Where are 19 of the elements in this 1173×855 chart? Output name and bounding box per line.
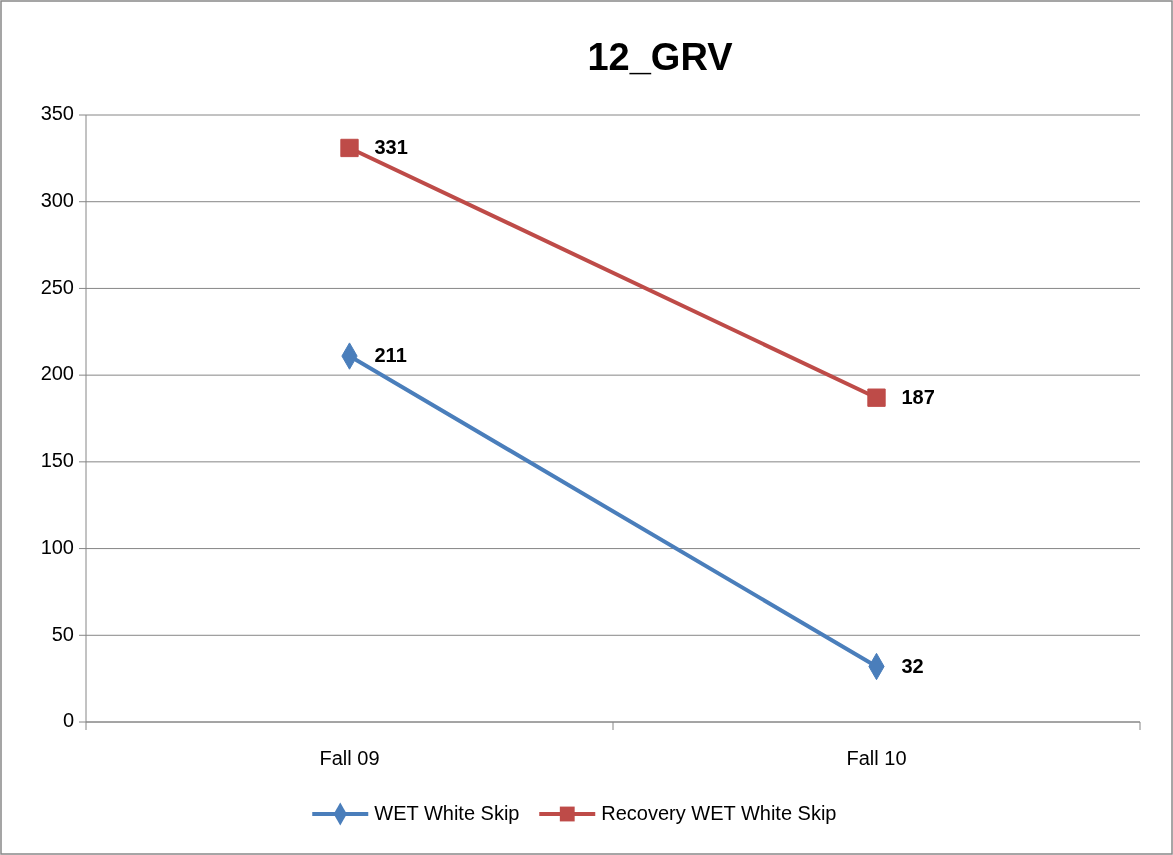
y-tick-label: 150 [40, 449, 74, 472]
x-tick-label: Fall 10 [846, 747, 907, 770]
chart-title: 12_GRV [587, 36, 734, 78]
y-tick-label: 300 [40, 189, 74, 211]
point [340, 138, 359, 158]
y-tick-label: 0 [62, 709, 74, 732]
legend-label: WET White Skip [374, 802, 520, 825]
y-tick-label: 350 [40, 102, 74, 125]
y-tick-label: 200 [40, 362, 74, 385]
point [867, 388, 886, 407]
y-tick-label: 100 [40, 535, 74, 558]
legend-label: Recovery WET White Skip [601, 802, 837, 825]
y-tick-label: 250 [40, 275, 74, 298]
data-label: 187 [901, 385, 935, 408]
data-label: 331 [374, 136, 408, 159]
data-label: 32 [901, 654, 924, 677]
x-tick-label: Fall 09 [319, 747, 380, 770]
data-label: 211 [374, 344, 407, 367]
y-tick-label: 50 [51, 622, 74, 645]
